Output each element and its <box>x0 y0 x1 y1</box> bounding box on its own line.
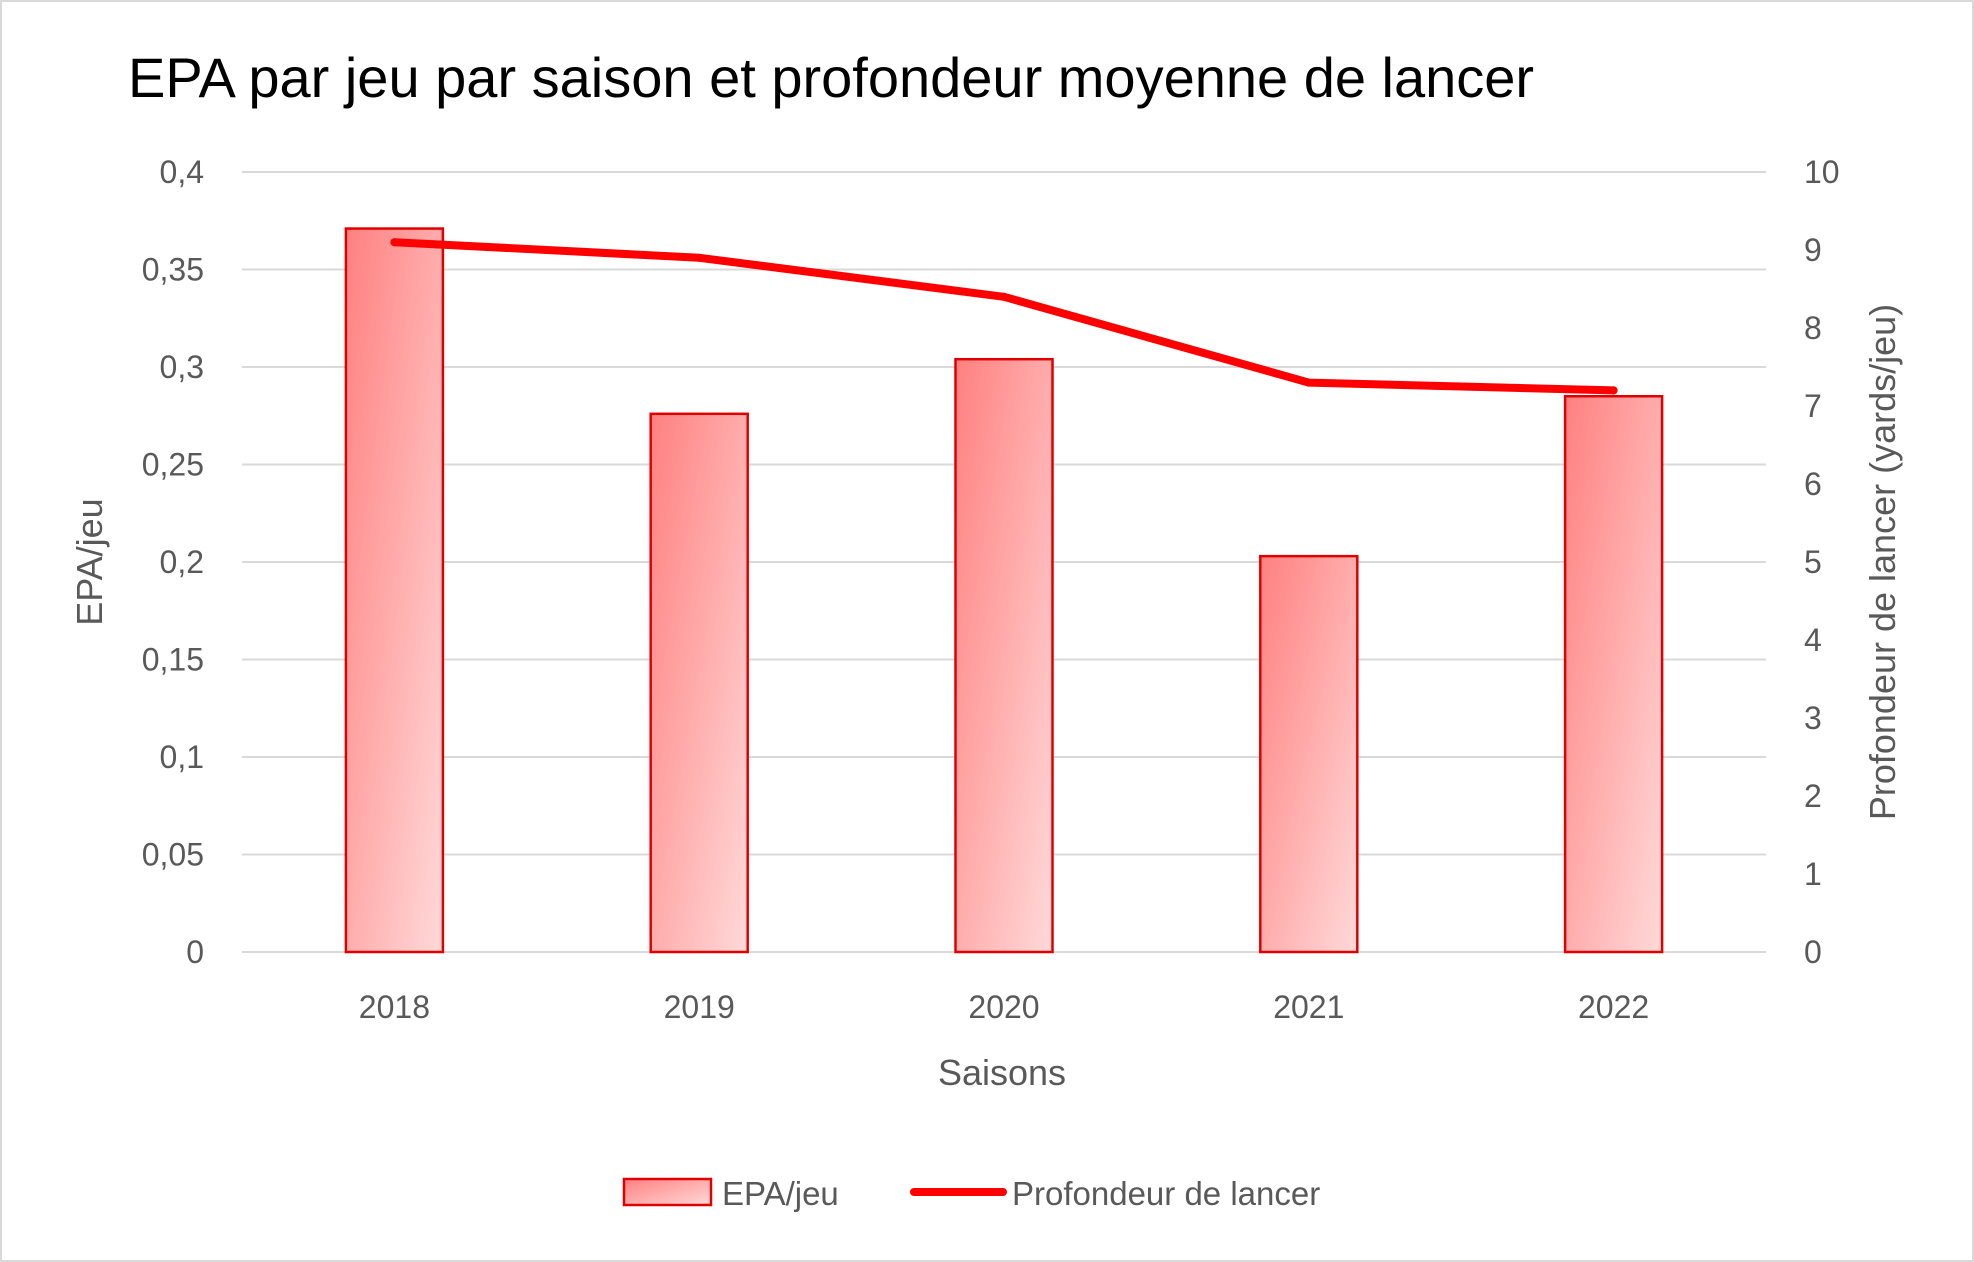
y2-tick-label: 5 <box>1804 544 1822 580</box>
y-tick-label: 0,2 <box>160 544 204 580</box>
chart-title: EPA par jeu par saison et profondeur moy… <box>128 46 1534 109</box>
y2-tick-label: 6 <box>1804 466 1822 502</box>
x-tick-label: 2020 <box>968 989 1039 1025</box>
y2-tick-label: 2 <box>1804 778 1822 814</box>
x-tick-label: 2021 <box>1273 989 1344 1025</box>
y-tick-label: 0,05 <box>142 837 204 873</box>
legend-label-epa: EPA/jeu <box>722 1175 839 1212</box>
point-profondeur-2018 <box>390 238 399 247</box>
line-series <box>390 238 1618 395</box>
point-profondeur-2022 <box>1609 386 1618 395</box>
y2-tick-label: 7 <box>1804 388 1822 424</box>
y-tick-label: 0,15 <box>142 642 204 678</box>
legend: EPA/jeu Profondeur de lancer <box>622 1175 1320 1212</box>
x-axis-title: Saisons <box>938 1052 1066 1093</box>
point-profondeur-2020 <box>1000 292 1008 301</box>
y-axis-title: EPA/jeu <box>69 498 110 625</box>
left-axis-ticks: 0 0,05 0,1 0,15 0,2 0,25 0,3 0,35 0,4 <box>142 154 204 970</box>
point-profondeur-2021 <box>1304 378 1313 387</box>
right-axis-ticks: 0 1 2 3 4 5 6 7 8 9 10 <box>1804 154 1840 970</box>
y2-tick-label: 4 <box>1804 622 1822 658</box>
y2-tick-label: 0 <box>1804 934 1822 970</box>
bar-epa-2020 <box>954 357 1054 954</box>
y2-tick-label: 3 <box>1804 700 1822 736</box>
y-tick-label: 0 <box>186 934 204 970</box>
y-tick-label: 0,3 <box>160 349 204 385</box>
x-tick-label: 2022 <box>1578 989 1649 1025</box>
bar-epa-2022 <box>1563 395 1664 954</box>
legend-swatch-epa <box>622 1177 713 1207</box>
y-tick-label: 0,4 <box>160 154 204 190</box>
point-profondeur-2019 <box>695 253 704 262</box>
y2-tick-label: 10 <box>1804 154 1840 190</box>
bar-epa-2018 <box>344 227 445 954</box>
legend-label-profondeur: Profondeur de lancer <box>1012 1175 1320 1212</box>
x-tick-label: 2019 <box>664 989 735 1025</box>
y2-tick-label: 9 <box>1804 232 1822 268</box>
x-axis-ticks: 2018 2019 2020 2021 2022 <box>359 989 1649 1025</box>
x-tick-label: 2018 <box>359 989 430 1025</box>
y2-tick-label: 8 <box>1804 310 1822 346</box>
y-tick-label: 0,35 <box>142 252 204 288</box>
y2-axis-title: Profondeur de lancer (yards/jeu) <box>1862 304 1903 820</box>
y2-tick-label: 1 <box>1804 856 1822 892</box>
y-tick-label: 0,25 <box>142 447 204 483</box>
bar-epa-2019 <box>649 412 749 954</box>
y-tick-label: 0,1 <box>160 739 204 775</box>
bar-epa-2021 <box>1259 554 1359 954</box>
bar-series <box>344 227 1664 954</box>
